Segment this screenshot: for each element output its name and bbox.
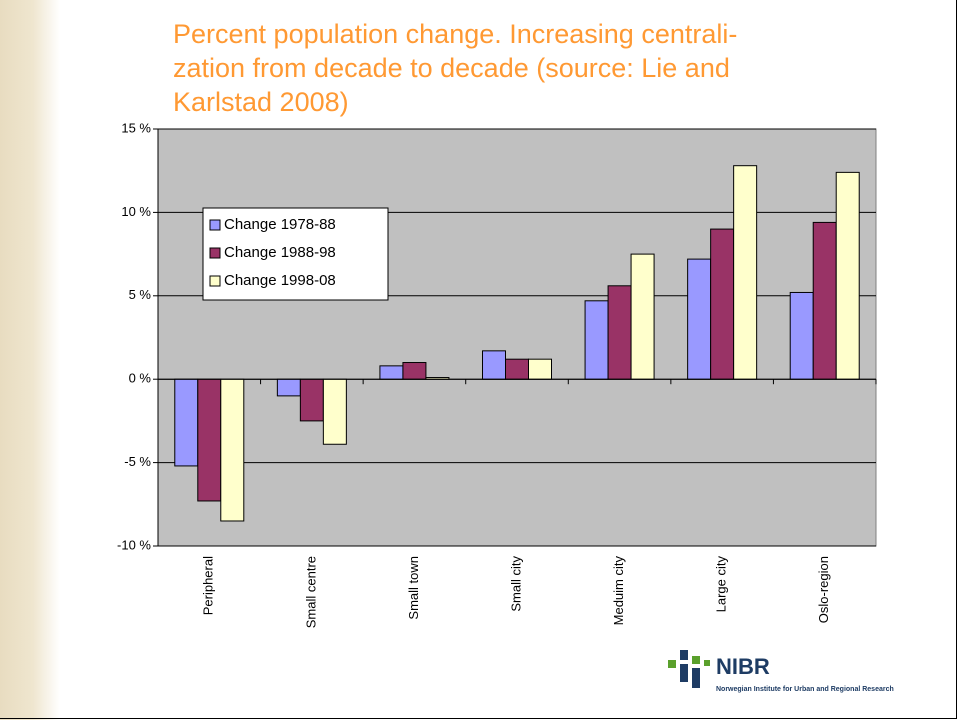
x-tick-label: Peripheral xyxy=(201,556,216,615)
legend-swatch xyxy=(209,247,221,259)
bar xyxy=(687,258,712,380)
bar xyxy=(482,350,506,380)
logo-name: NIBR xyxy=(716,654,770,679)
chart-title: zation from decade to decade (source: Li… xyxy=(173,53,730,83)
bar xyxy=(197,378,222,502)
legend-label: Change 1978-88 xyxy=(224,216,336,233)
plot-area xyxy=(157,128,877,547)
legend-swatch xyxy=(209,219,221,231)
y-tick-label: 15 % xyxy=(121,120,151,135)
bar xyxy=(402,362,427,380)
legend-label: Change 1998-08 xyxy=(224,272,336,289)
x-tick-label: Small town xyxy=(406,556,421,620)
x-tick-label: Large city xyxy=(714,556,729,613)
bar xyxy=(789,291,814,380)
bar xyxy=(733,165,758,380)
x-tick-label: Small centre xyxy=(303,556,318,628)
y-tick-label: 10 % xyxy=(121,204,151,219)
x-tick-label: Oslo-region xyxy=(816,556,831,623)
bar xyxy=(607,285,632,380)
logo-icon xyxy=(704,660,710,666)
bar xyxy=(835,171,860,380)
decoration-strip xyxy=(0,0,60,720)
bar xyxy=(276,378,301,397)
bar xyxy=(174,378,199,467)
bar xyxy=(812,221,837,380)
bar xyxy=(630,253,655,380)
logo-icon xyxy=(680,664,688,682)
x-tick-label: Small city xyxy=(508,556,523,612)
bar xyxy=(584,300,609,380)
logo-icon xyxy=(680,650,688,660)
y-tick-label: -10 % xyxy=(117,537,151,552)
chart-title: Percent population change. Increasing ce… xyxy=(173,19,737,49)
legend-swatch xyxy=(209,275,221,287)
x-tick-label: Meduim city xyxy=(611,556,626,626)
bar xyxy=(379,365,404,380)
logo: NIBR Norwegian Institute for Urban and R… xyxy=(668,650,894,693)
y-tick-label: -5 % xyxy=(124,454,151,469)
y-tick-label: 5 % xyxy=(129,287,152,302)
logo-icon xyxy=(692,668,700,688)
legend xyxy=(202,207,389,301)
y-tick-label: 0 % xyxy=(129,371,152,386)
logo-tagline: Norwegian Institute for Urban and Region… xyxy=(716,686,894,693)
bar xyxy=(710,228,735,380)
bar xyxy=(528,358,552,380)
bar xyxy=(505,358,529,380)
bar xyxy=(220,378,245,522)
bar xyxy=(299,378,324,422)
logo-icon xyxy=(692,656,700,664)
chart-title: Karlstad 2008) xyxy=(173,87,349,117)
logo-icon xyxy=(668,660,676,668)
bar xyxy=(322,378,347,445)
legend-label: Change 1988-98 xyxy=(224,244,336,261)
